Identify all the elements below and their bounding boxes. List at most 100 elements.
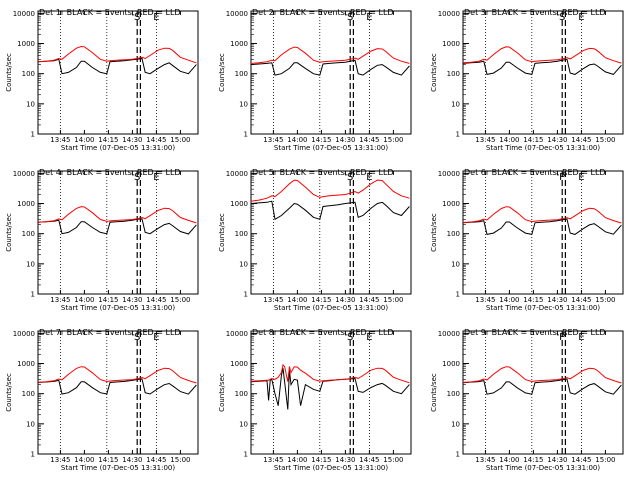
x-tick-label: 14:30 bbox=[335, 456, 355, 464]
y-tick-label: 10000 bbox=[13, 10, 35, 18]
y-tick-label: 100 bbox=[447, 390, 460, 398]
event-marker-label: P bbox=[559, 332, 565, 343]
events-series-line bbox=[250, 200, 410, 221]
panel-title: Det 2r BLACK = Events, RED = LLD bbox=[252, 8, 394, 17]
y-tick-label: 10 bbox=[239, 420, 248, 428]
events-series-line bbox=[37, 57, 197, 75]
lld-series-line bbox=[462, 366, 622, 384]
y-tick-label: 1000 bbox=[442, 360, 460, 368]
x-tick-label: 14:45 bbox=[571, 456, 591, 464]
x-tick-label: 14:15 bbox=[523, 136, 543, 144]
x-tick-label: 14:45 bbox=[146, 456, 166, 464]
x-tick-label: 14:15 bbox=[311, 136, 331, 144]
event-marker-label: S bbox=[347, 12, 353, 23]
x-axis-label: Start Time (07-Dec-05 13:31:00) bbox=[61, 464, 175, 472]
y-tick-label: 10 bbox=[451, 100, 460, 108]
y-axis-label: Counts/sec bbox=[5, 53, 13, 92]
y-tick-label: 1 bbox=[244, 131, 248, 139]
y-tick-label: 10 bbox=[239, 100, 248, 108]
y-tick-label: 1 bbox=[456, 131, 460, 139]
y-tick-label: 1 bbox=[456, 291, 460, 299]
detector-panel: Det 2r BLACK = Events, RED = LLD 1 10 100 10… bbox=[218, 8, 412, 152]
panel-title: Det 8r BLACK = Events, RED = LLD bbox=[252, 328, 394, 337]
y-tick-label: 10000 bbox=[226, 10, 248, 18]
x-tick-label: 14:45 bbox=[359, 136, 379, 144]
events-series-line bbox=[37, 378, 197, 395]
x-tick-label: 14:15 bbox=[523, 296, 543, 304]
x-tick-label: 15:00 bbox=[595, 136, 615, 144]
y-tick-label: 1000 bbox=[442, 200, 460, 208]
event-marker-label: S bbox=[559, 12, 565, 23]
event-marker-label: S bbox=[134, 12, 140, 23]
x-tick-label: 13:45 bbox=[263, 296, 283, 304]
x-axis-label: Start Time (07-Dec-05 13:31:00) bbox=[61, 304, 175, 312]
lld-series-line bbox=[37, 45, 197, 64]
lld-series-line bbox=[250, 46, 410, 64]
x-axis-label: Start Time (07-Dec-05 13:31:00) bbox=[486, 304, 600, 312]
x-tick-label: 14:15 bbox=[311, 296, 331, 304]
y-tick-label: 10000 bbox=[438, 10, 460, 18]
panel-title: Det 5r BLACK = Events, RED = LLD bbox=[252, 168, 394, 177]
x-axis-label: Start Time (07-Dec-05 13:31:00) bbox=[274, 304, 388, 312]
y-tick-label: 100 bbox=[235, 230, 248, 238]
x-tick-label: 14:00 bbox=[287, 136, 307, 144]
y-tick-label: 10 bbox=[451, 260, 460, 268]
x-tick-label: 14:30 bbox=[122, 136, 142, 144]
plot-frame bbox=[462, 330, 624, 455]
detector-panel: Det 9r BLACK = Events, RED = LLD 1 10 100 10… bbox=[430, 328, 624, 472]
x-axis-label: Start Time (07-Dec-05 13:31:00) bbox=[486, 144, 600, 152]
y-tick-label: 1 bbox=[31, 291, 35, 299]
event-marker-label: E bbox=[578, 172, 584, 183]
x-tick-label: 13:45 bbox=[475, 296, 495, 304]
y-tick-label: 1000 bbox=[17, 360, 35, 368]
event-marker-label: E bbox=[366, 332, 372, 343]
x-tick-label: 14:30 bbox=[335, 296, 355, 304]
y-tick-label: 1 bbox=[31, 131, 35, 139]
event-marker-label: E bbox=[578, 12, 584, 23]
x-tick-label: 13:45 bbox=[263, 136, 283, 144]
x-tick-label: 13:45 bbox=[475, 456, 495, 464]
y-tick-label: 1000 bbox=[17, 40, 35, 48]
y-tick-label: 10000 bbox=[226, 330, 248, 338]
y-axis-label: Counts/sec bbox=[5, 213, 13, 252]
x-tick-label: 15:00 bbox=[170, 456, 190, 464]
plot-frame bbox=[462, 10, 624, 135]
y-tick-label: 10 bbox=[239, 260, 248, 268]
x-tick-label: 14:15 bbox=[98, 136, 118, 144]
x-tick-label: 14:45 bbox=[571, 296, 591, 304]
x-tick-label: 14:30 bbox=[335, 136, 355, 144]
x-tick-label: 13:45 bbox=[475, 136, 495, 144]
y-tick-label: 1 bbox=[244, 451, 248, 459]
lld-series-line bbox=[250, 363, 410, 384]
y-tick-label: 1000 bbox=[230, 200, 248, 208]
y-tick-label: 1000 bbox=[230, 40, 248, 48]
x-tick-label: 14:00 bbox=[287, 456, 307, 464]
y-tick-label: 10000 bbox=[13, 330, 35, 338]
x-tick-label: 14:00 bbox=[74, 296, 94, 304]
y-axis-label: Counts/sec bbox=[430, 53, 438, 92]
event-marker-label: E bbox=[366, 172, 372, 183]
events-series-line bbox=[462, 378, 622, 395]
y-tick-label: 100 bbox=[22, 70, 35, 78]
plot-frame bbox=[250, 10, 412, 135]
y-axis-label: Counts/sec bbox=[218, 373, 226, 412]
lld-series-line bbox=[462, 206, 622, 224]
y-axis-label: Counts/sec bbox=[5, 373, 13, 412]
detector-panel: Det 8r BLACK = Events, RED = LLD 1 10 100 10… bbox=[218, 328, 412, 472]
lld-series-line bbox=[37, 206, 197, 224]
x-tick-label: 14:00 bbox=[74, 456, 94, 464]
plot-frame bbox=[37, 170, 199, 295]
y-tick-label: 100 bbox=[22, 230, 35, 238]
x-tick-label: 14:45 bbox=[359, 296, 379, 304]
x-tick-label: 15:00 bbox=[383, 296, 403, 304]
events-series-line bbox=[462, 218, 622, 235]
panel-title: Det 9r BLACK = Events, RED = LLD bbox=[464, 328, 606, 337]
y-tick-label: 10000 bbox=[226, 170, 248, 178]
event-marker-label: S bbox=[134, 332, 140, 343]
events-series-line bbox=[250, 368, 410, 410]
x-tick-label: 13:45 bbox=[50, 296, 70, 304]
y-tick-label: 10000 bbox=[13, 170, 35, 178]
x-tick-label: 14:30 bbox=[122, 456, 142, 464]
plot-frame bbox=[37, 10, 199, 135]
y-tick-label: 100 bbox=[447, 230, 460, 238]
